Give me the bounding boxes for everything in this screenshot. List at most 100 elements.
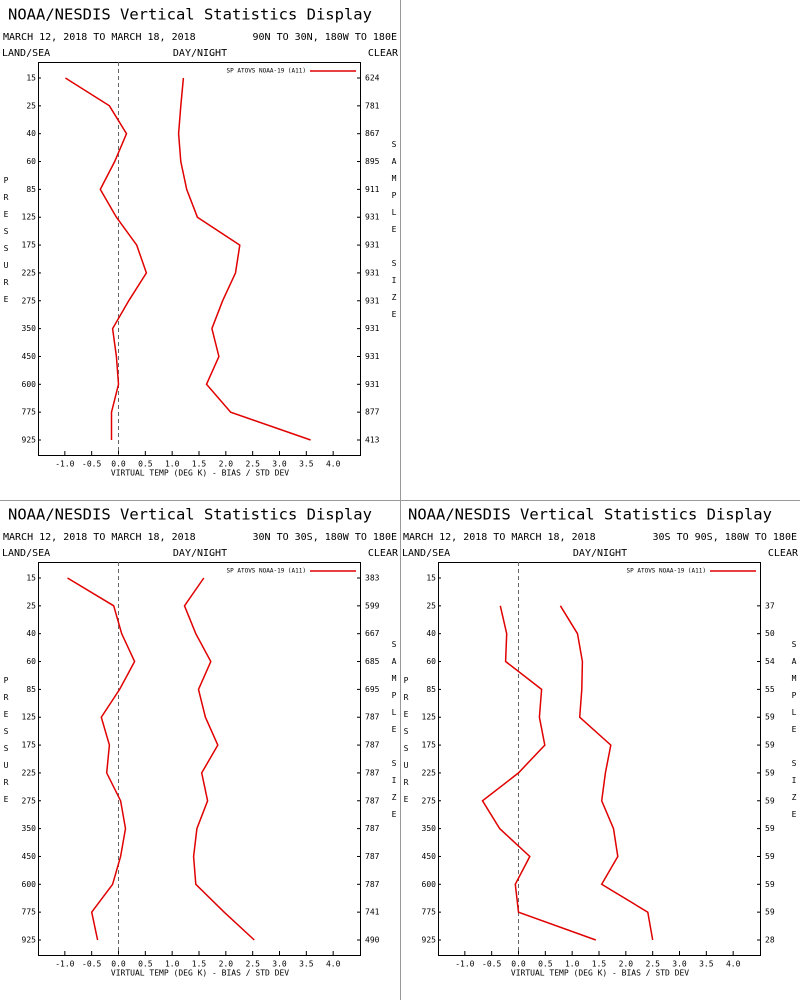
x-tick-label: 2.0 (219, 460, 234, 469)
sample-size-label: 931 (365, 213, 380, 222)
pressure-label: 775 (22, 908, 37, 917)
x-axis-label: VIRTUAL TEMP (DEG K) - BIAS / STD DEV (111, 469, 289, 478)
sample-size-label: 413 (365, 436, 380, 445)
pressure-label: 450 (22, 852, 37, 861)
pressure-label: 350 (22, 324, 37, 333)
legend-label: SP ATOVS NOAA-19 (A11) (627, 568, 706, 575)
date-range: MARCH 12, 2018 TO MARCH 18, 2018 (3, 532, 196, 543)
y-axis-label: PRESSURE (2, 676, 11, 812)
sample-size-label: 667 (365, 629, 380, 638)
pressure-label: 125 (22, 213, 37, 222)
x-tick-label: -1.0 (55, 460, 74, 469)
x-tick-label: 1.0 (165, 960, 180, 969)
sample-size-label: 787 (365, 713, 380, 722)
x-tick-label: -0.5 (82, 960, 101, 969)
land-sea: LAND/SEA (402, 548, 450, 559)
pressure-label: 225 (22, 268, 37, 277)
x-tick-label: 3.0 (672, 960, 687, 969)
sample-size-label: 59 (765, 880, 775, 889)
sample-size-label: 695 (365, 685, 380, 694)
sample-size-label: 787 (365, 796, 380, 805)
x-tick-label: 4.0 (326, 960, 341, 969)
sample-size-label: 54 (765, 657, 775, 666)
region: 30S TO 90S, 180W TO 180E (653, 532, 798, 543)
pressure-label: 175 (22, 241, 37, 250)
sample-size-label: 50 (765, 629, 775, 638)
pressure-label: 85 (426, 685, 436, 694)
plot-frame (438, 562, 761, 956)
pressure-label: 125 (22, 713, 37, 722)
pressure-label: 925 (22, 436, 37, 445)
x-axis-label: VIRTUAL TEMP (DEG K) - BIAS / STD DEV (111, 969, 289, 978)
y-axis-label: PRESSURE (402, 676, 411, 812)
pressure-label: 60 (26, 657, 36, 666)
pressure-label: 85 (26, 185, 36, 194)
pressure-label: 60 (26, 157, 36, 166)
pressure-label: 40 (26, 129, 36, 138)
sample-size-label: 787 (365, 768, 380, 777)
plot-frame (38, 562, 361, 956)
day-night: DAY/NIGHT (173, 48, 227, 59)
sample-size-label: 781 (365, 101, 380, 110)
y2-axis-label: SAMPLE SIZE (790, 640, 799, 827)
sample-size-label: 931 (365, 296, 380, 305)
sample-size-label: 383 (365, 574, 380, 583)
pressure-label: 60 (426, 657, 436, 666)
x-tick-label: 2.0 (219, 960, 234, 969)
sample-size-label: 599 (365, 601, 380, 610)
x-tick-label: 1.0 (565, 960, 580, 969)
sample-size-label: 59 (765, 713, 775, 722)
sample-size-label: 931 (365, 380, 380, 389)
panel-title: NOAA/NESDIS Vertical Statistics Display (8, 6, 372, 24)
x-tick-label: -1.0 (455, 960, 474, 969)
sample-size-label: 787 (365, 880, 380, 889)
x-tick-label: 1.5 (192, 460, 207, 469)
panel: NOAA/NESDIS Vertical Statistics Display M… (2, 506, 399, 978)
bias-line (64, 77, 148, 440)
panel-title: NOAA/NESDIS Vertical Statistics Display (8, 506, 372, 524)
sample-size-label: 59 (765, 768, 775, 777)
sample-size-label: 490 (365, 936, 380, 945)
pressure-label: 925 (22, 936, 37, 945)
sample-size-label: 685 (365, 657, 380, 666)
pressure-label: 350 (422, 824, 437, 833)
x-tick-label: 4.0 (326, 460, 341, 469)
date-range: MARCH 12, 2018 TO MARCH 18, 2018 (3, 32, 196, 43)
x-axis-label: VIRTUAL TEMP (DEG K) - BIAS / STD DEV (511, 969, 689, 978)
region: 30N TO 30S, 180W TO 180E (253, 532, 398, 543)
pressure-label: 925 (422, 936, 437, 945)
sample-size-label: 28 (765, 936, 775, 945)
sample-size-label: 787 (365, 852, 380, 861)
pressure-label: 450 (22, 352, 37, 361)
pressure-label: 775 (422, 908, 437, 917)
pressure-label: 600 (22, 380, 37, 389)
sample-size-label: 624 (365, 74, 380, 83)
x-tick-label: -0.5 (482, 960, 501, 969)
x-tick-label: 0.0 (111, 460, 126, 469)
clear: CLEAR (768, 548, 799, 559)
land-sea: LAND/SEA (2, 48, 50, 59)
std-dev-line (177, 77, 311, 441)
y2-axis-label: SAMPLE SIZE (390, 640, 399, 827)
clear: CLEAR (368, 548, 399, 559)
pressure-label: 275 (422, 796, 437, 805)
pressure-label: 125 (422, 713, 437, 722)
pressure-label: 350 (22, 824, 37, 833)
x-tick-label: 0.5 (538, 960, 553, 969)
x-tick-label: 0.0 (111, 960, 126, 969)
pressure-label: 25 (26, 601, 36, 610)
pressure-label: 25 (426, 601, 436, 610)
y-axis-label: PRESSURE (2, 176, 11, 312)
panel: NOAA/NESDIS Vertical Statistics Display M… (2, 6, 399, 478)
pressure-label: 175 (22, 741, 37, 750)
sample-size-label: 931 (365, 324, 380, 333)
x-tick-label: 1.5 (192, 960, 207, 969)
pressure-label: 85 (26, 685, 36, 694)
sample-size-label: 931 (365, 352, 380, 361)
sample-size-label: 787 (365, 824, 380, 833)
land-sea: LAND/SEA (2, 548, 50, 559)
std-dev-line (559, 605, 654, 941)
sample-size-label: 55 (765, 685, 775, 694)
clear: CLEAR (368, 48, 399, 59)
x-tick-label: 3.5 (299, 960, 314, 969)
